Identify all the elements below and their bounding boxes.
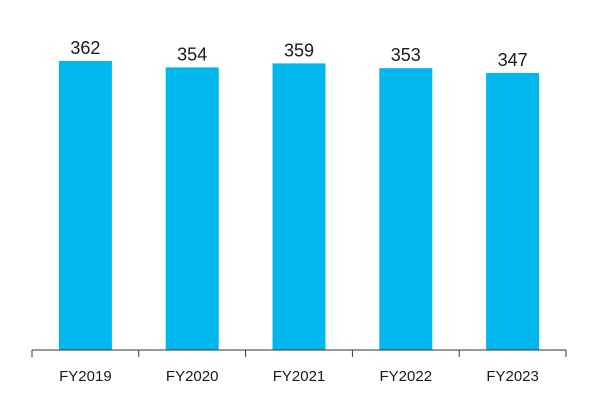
bar-fy2020 — [165, 67, 219, 351]
x-tick-label-fy2022: FY2022 — [380, 368, 433, 385]
data-label-fy2020: 354 — [177, 44, 207, 64]
bars-layer — [58, 61, 540, 351]
bar-fy2023 — [486, 73, 540, 350]
x-tick-label-fy2020: FY2020 — [166, 368, 219, 385]
x-tick-label-fy2021: FY2021 — [273, 368, 326, 385]
data-label-fy2022: 353 — [391, 45, 421, 65]
data-label-fy2023: 347 — [498, 50, 528, 70]
bar-fy2022 — [379, 68, 433, 350]
x-tick-label-fy2023: FY2023 — [486, 368, 539, 385]
bar-fy2021 — [272, 63, 326, 351]
data-label-fy2021: 359 — [284, 40, 314, 60]
x-axis — [31, 349, 567, 357]
x-tick-label-fy2019: FY2019 — [59, 368, 112, 385]
labels-layer: 362 354 359 353 347 FY2019 FY2020 FY2021 FY2022 F… — [59, 38, 539, 385]
data-label-fy2019: 362 — [70, 38, 100, 58]
bar-fy2019 — [58, 61, 112, 350]
